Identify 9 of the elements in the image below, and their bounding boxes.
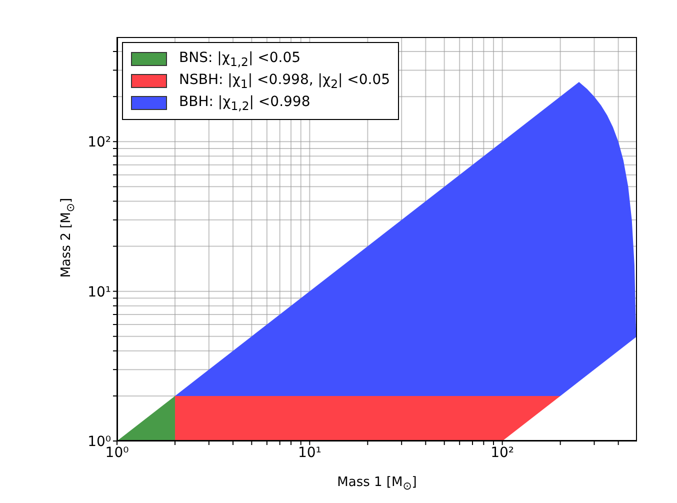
legend-label: BBH: |χ$_{1,2}$| <0.998 bbox=[179, 94, 310, 112]
x-tick-label: 10¹ bbox=[298, 444, 322, 461]
x-tick-label: 10² bbox=[490, 444, 514, 461]
x-axis-title: Mass 1 [M$_{⊙}$] bbox=[336, 475, 418, 493]
x-tick-label: 10⁰ bbox=[105, 444, 130, 461]
legend-label: BNS: |χ$_{1,2}$| <0.05 bbox=[179, 50, 301, 69]
y-tick-label: 10¹ bbox=[88, 284, 111, 300]
legend-label: NSBH: |χ$_{1}$| <0.998, |χ$_{2}$| <0.05 bbox=[179, 72, 390, 91]
y-tick-label: 10² bbox=[88, 134, 111, 151]
